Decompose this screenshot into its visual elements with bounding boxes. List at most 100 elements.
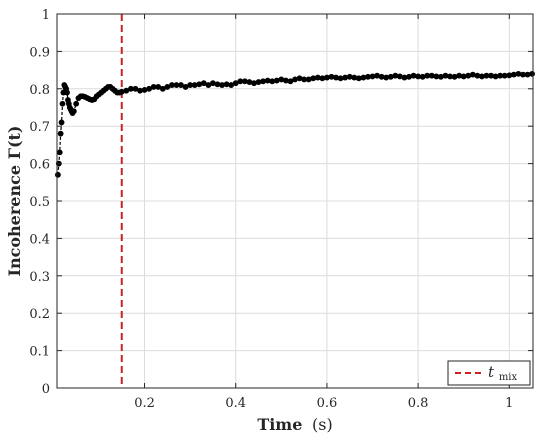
x-tick-label: 0.6 bbox=[317, 396, 338, 411]
y-tick-label: 0.7 bbox=[29, 120, 50, 135]
data-point bbox=[474, 72, 481, 79]
data-point bbox=[73, 100, 80, 107]
data-point bbox=[501, 72, 508, 79]
data-point bbox=[191, 82, 198, 88]
data-point bbox=[237, 78, 244, 85]
data-point bbox=[310, 75, 317, 82]
data-point bbox=[337, 75, 344, 82]
data-point bbox=[333, 74, 339, 81]
data-point bbox=[497, 72, 504, 79]
data-point bbox=[287, 78, 294, 85]
y-tick-label: 0.2 bbox=[29, 307, 50, 322]
x-axis-label-unit: (s) bbox=[312, 415, 333, 434]
legend-label-sub: mix bbox=[499, 372, 518, 383]
data-point bbox=[269, 78, 276, 85]
data-point bbox=[324, 74, 330, 81]
data-point bbox=[392, 72, 399, 79]
data-point bbox=[301, 76, 308, 83]
data-point bbox=[228, 82, 235, 88]
data-point bbox=[305, 76, 312, 83]
data-point bbox=[241, 78, 248, 85]
data-point bbox=[355, 75, 362, 82]
data-point bbox=[210, 80, 216, 87]
data-point bbox=[383, 74, 390, 81]
data-point bbox=[296, 75, 303, 82]
data-point bbox=[410, 72, 417, 79]
x-tick-label: 1 bbox=[505, 396, 513, 411]
data-point bbox=[196, 81, 203, 88]
data-point bbox=[460, 73, 467, 80]
data-point bbox=[205, 82, 212, 88]
data-point bbox=[419, 73, 426, 80]
data-point bbox=[396, 73, 403, 80]
data-point bbox=[200, 80, 207, 87]
data-point bbox=[56, 149, 63, 156]
data-point bbox=[123, 87, 130, 94]
data-point bbox=[132, 85, 139, 92]
y-tick-label: 0.9 bbox=[29, 45, 50, 60]
data-point bbox=[428, 72, 435, 79]
data-point bbox=[424, 72, 431, 79]
data-point bbox=[55, 171, 61, 178]
x-axis-label-main: Time bbox=[257, 415, 302, 434]
data-point bbox=[342, 74, 349, 81]
data-point bbox=[70, 108, 77, 115]
data-point bbox=[223, 81, 230, 88]
data-point bbox=[492, 73, 499, 80]
data-point bbox=[282, 77, 289, 84]
data-point bbox=[360, 74, 367, 81]
data-point bbox=[433, 73, 440, 80]
data-point bbox=[524, 71, 531, 78]
legend-box bbox=[447, 360, 531, 386]
data-point bbox=[328, 73, 335, 80]
data-point bbox=[488, 72, 494, 79]
data-point bbox=[520, 71, 526, 78]
data-point bbox=[164, 84, 171, 90]
data-point bbox=[387, 73, 394, 80]
data-point bbox=[273, 77, 280, 84]
data-point bbox=[415, 73, 422, 80]
data-point bbox=[314, 74, 321, 81]
data-point bbox=[351, 74, 358, 81]
data-point bbox=[369, 73, 376, 80]
x-tick-label: 0.4 bbox=[225, 396, 246, 411]
y-tick-label: 0.8 bbox=[29, 83, 50, 98]
data-point bbox=[57, 130, 64, 137]
data-point bbox=[260, 78, 266, 85]
data-point bbox=[137, 87, 143, 94]
data-point bbox=[374, 72, 380, 79]
data-point bbox=[451, 73, 458, 80]
data-point bbox=[319, 75, 326, 82]
data-point bbox=[438, 73, 444, 80]
y-tick-label: 0.5 bbox=[29, 195, 50, 210]
data-point bbox=[479, 73, 485, 80]
data-point bbox=[529, 70, 535, 77]
tick-layer: 0.2 0.4 0.6 0.8 1 0 0.1 0.2 0.3 0.4 0.5 0.6 0.7 0.8 0.… bbox=[29, 8, 533, 411]
legend: t mix bbox=[447, 360, 531, 386]
y-tick-label: 0.1 bbox=[29, 345, 50, 360]
data-point bbox=[64, 89, 70, 96]
data-point bbox=[378, 73, 385, 80]
data-point bbox=[246, 79, 253, 85]
y-tick-label: 0.4 bbox=[29, 232, 50, 247]
data-point bbox=[59, 100, 66, 107]
y-tick-label: 0 bbox=[42, 382, 50, 397]
data-point bbox=[214, 81, 221, 88]
data-point bbox=[510, 71, 517, 78]
data-point bbox=[251, 80, 257, 87]
x-tick-label: 0.2 bbox=[134, 396, 155, 411]
series-layer bbox=[55, 70, 535, 178]
data-point bbox=[442, 72, 449, 79]
data-point bbox=[292, 76, 298, 83]
y-tick-label: 0.3 bbox=[29, 270, 50, 285]
data-point bbox=[401, 74, 408, 81]
data-point bbox=[173, 82, 180, 88]
data-point bbox=[278, 76, 285, 83]
x-tick-label: 0.8 bbox=[408, 396, 429, 411]
data-point bbox=[515, 70, 522, 77]
x-axis-label: Time (s) bbox=[257, 415, 332, 434]
data-point bbox=[365, 73, 371, 80]
data-point bbox=[447, 73, 453, 80]
data-point bbox=[456, 72, 463, 79]
